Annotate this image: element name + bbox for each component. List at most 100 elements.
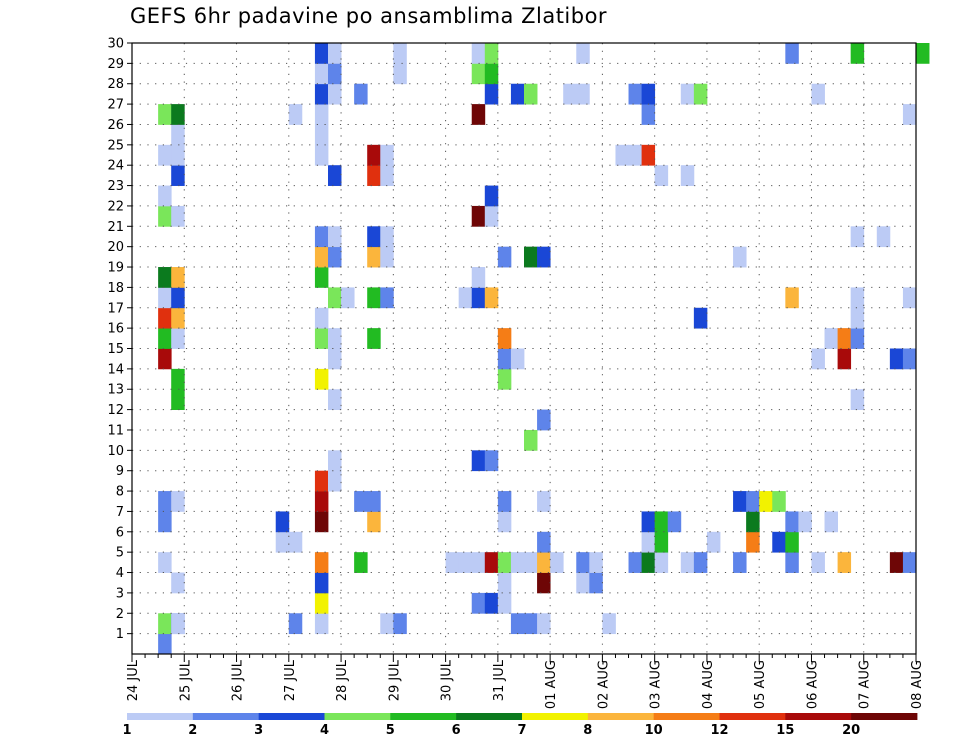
heatmap-cell [510, 348, 525, 370]
x-tick-label: 03 AUG [649, 660, 664, 709]
heatmap-cell [902, 287, 917, 309]
heatmap-cell [902, 552, 917, 573]
heatmap-cell [484, 43, 499, 64]
heatmap-cell [314, 83, 329, 105]
heatmap-cell [693, 552, 708, 573]
colorbar-swatch [127, 713, 194, 720]
heatmap-cell [484, 205, 499, 227]
heatmap-cell [314, 63, 329, 85]
heatmap-cell [641, 511, 656, 533]
heatmap-cell [367, 246, 381, 268]
heatmap-cell [824, 328, 838, 349]
heatmap-cell [654, 165, 669, 186]
heatmap-cell [158, 104, 172, 125]
y-tick-label: 2 [116, 607, 124, 622]
heatmap-cell [785, 511, 799, 533]
heatmap-cell [158, 267, 172, 288]
colorbar-swatch [324, 713, 391, 720]
heatmap-cell [837, 552, 852, 573]
x-tick-label: 26 JUL [231, 659, 246, 701]
heatmap-cell [628, 144, 642, 166]
heatmap-cell [850, 389, 865, 410]
heatmap-cell [380, 165, 394, 186]
x-tick-label: 28 JUL [335, 659, 350, 701]
heatmap-cell [354, 83, 368, 105]
heatmap-cell [524, 246, 538, 268]
colorbar-label: 5 [386, 723, 395, 738]
x-tick-label: 06 AUG [805, 660, 820, 709]
colorbar-swatch [192, 713, 260, 720]
y-tick-label: 3 [116, 586, 124, 601]
heatmap-cell [471, 592, 486, 614]
heatmap-cell [171, 267, 185, 288]
heatmap-cell [367, 491, 381, 512]
heatmap-cell [811, 552, 825, 573]
heatmap-cell [576, 572, 590, 594]
heatmap-cell [615, 144, 629, 166]
heatmap-cell [733, 246, 747, 268]
colorbar-label: 10 [645, 723, 663, 738]
heatmap-cell [537, 531, 551, 553]
y-tick-label: 25 [107, 138, 124, 153]
y-tick-label: 23 [107, 179, 124, 194]
heatmap-cell [314, 491, 329, 512]
colorbar-swatch [522, 713, 589, 720]
y-tick-label: 24 [107, 159, 124, 174]
heatmap-cell [158, 185, 172, 207]
colorbar-swatch [785, 713, 852, 720]
heatmap-cell [602, 613, 616, 635]
heatmap-cell [328, 328, 342, 349]
heatmap-cell [158, 511, 172, 533]
heatmap-cell [706, 531, 721, 553]
heatmap-cell [680, 552, 695, 573]
y-tick-label: 10 [107, 444, 124, 459]
heatmap-cell [510, 613, 525, 635]
heatmap-cell [576, 43, 590, 64]
heatmap-cell [367, 144, 381, 166]
heatmap-cell [275, 511, 290, 533]
y-tick-label: 11 [107, 423, 124, 438]
heatmap-cell [158, 144, 172, 166]
x-tick-label: 07 AUG [858, 660, 873, 709]
y-tick-label: 1 [116, 627, 124, 642]
heatmap-cell [471, 450, 486, 472]
x-tick-label: 30 JUL [440, 659, 455, 701]
heatmap-cell [328, 165, 342, 186]
heatmap-cell [497, 572, 512, 594]
x-tick-label: 25 JUL [178, 659, 193, 701]
heatmap-cell [171, 368, 185, 390]
heatmap-cell [537, 552, 551, 573]
heatmap-cell [471, 43, 486, 64]
heatmap-cell [314, 267, 329, 288]
heatmap-cell [393, 43, 407, 64]
colorbar-label: 15 [776, 723, 794, 738]
heatmap-cell [785, 552, 799, 573]
colorbar-swatch [851, 713, 918, 720]
heatmap-cell [354, 491, 368, 512]
colorbar-label: 1 [122, 723, 131, 738]
heatmap-cell [171, 491, 185, 512]
heatmap-cell [354, 552, 368, 573]
heatmap-cell [746, 491, 760, 512]
heatmap-cell [733, 491, 747, 512]
heatmap-cell [171, 165, 185, 186]
y-tick-label: 17 [107, 301, 124, 316]
heatmap-cell [393, 613, 407, 635]
colorbar-swatch [456, 713, 523, 720]
x-tick-label: 29 JUL [387, 659, 402, 701]
heatmap-cell [314, 43, 329, 64]
heatmap-cell [811, 83, 825, 105]
y-tick-label: 6 [116, 525, 124, 540]
heatmap-cell [484, 63, 499, 85]
heatmap-cell [171, 613, 185, 635]
heatmap-cell [171, 124, 185, 146]
heatmap-cell [510, 552, 525, 573]
heatmap-cell [641, 144, 656, 166]
y-tick-label: 26 [107, 118, 124, 133]
heatmap-cell [550, 552, 564, 573]
colorbar-label: 3 [254, 723, 263, 738]
heatmap-cell [158, 328, 172, 349]
heatmap-cell [537, 613, 551, 635]
heatmap-cell [850, 43, 865, 64]
